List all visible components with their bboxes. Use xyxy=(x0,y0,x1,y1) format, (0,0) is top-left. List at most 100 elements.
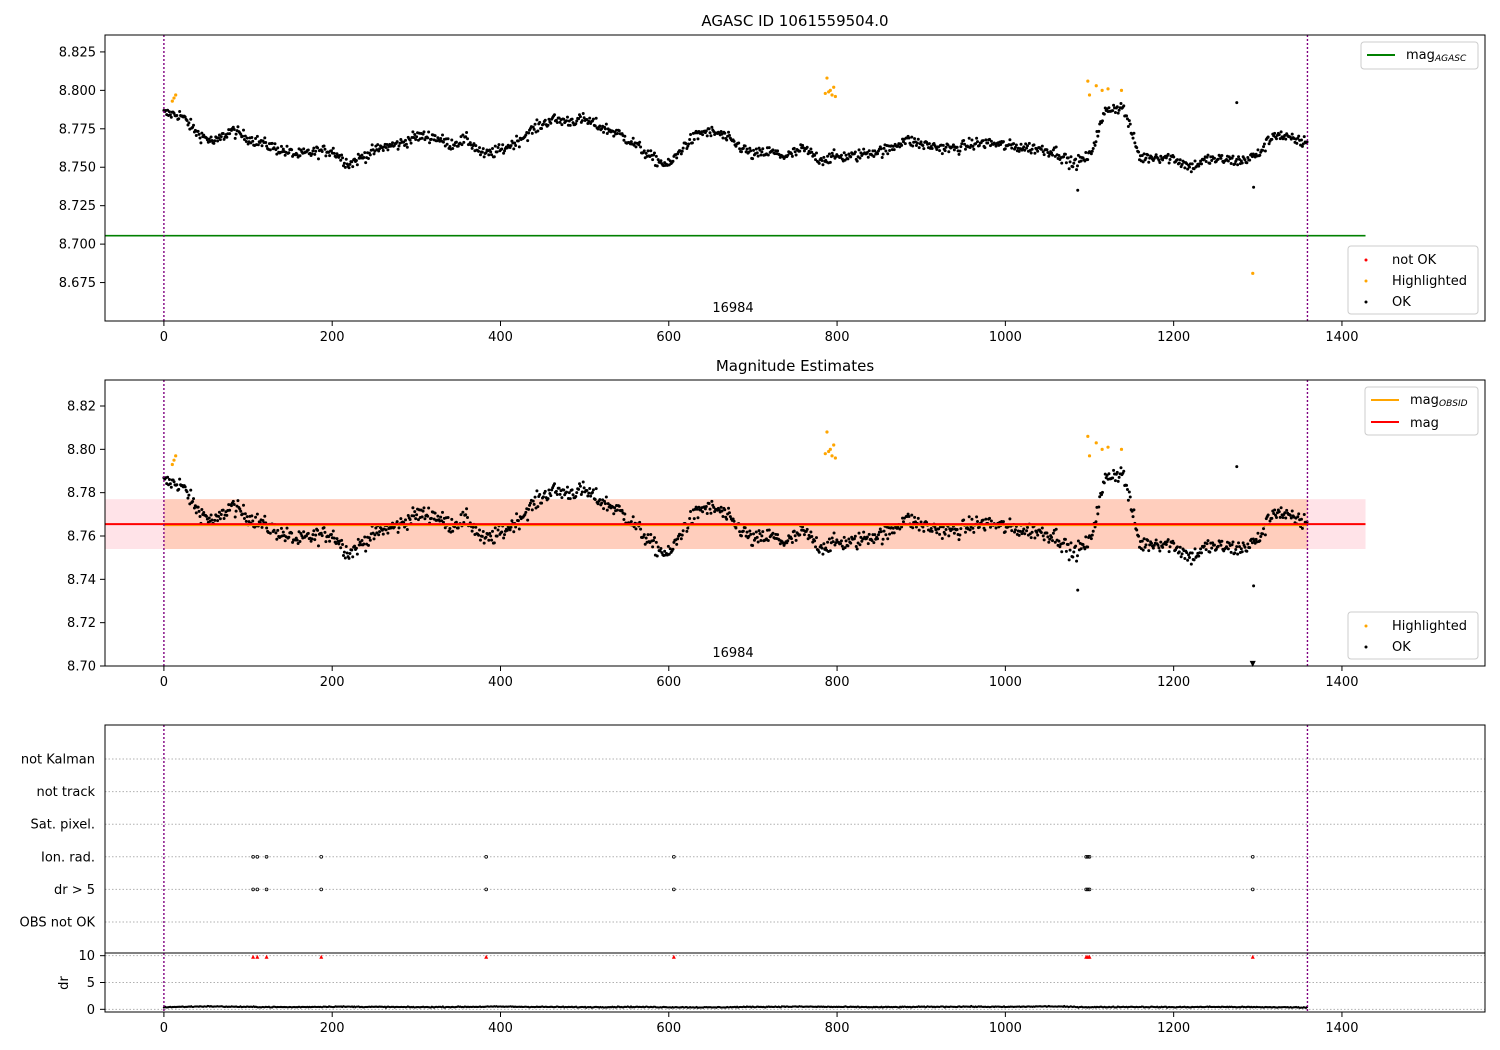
ok-point xyxy=(505,528,509,532)
ok-point xyxy=(450,138,454,142)
ok-point xyxy=(1046,535,1050,539)
ok-point xyxy=(1231,540,1235,544)
ok-point xyxy=(320,534,324,538)
ok-point xyxy=(732,519,736,523)
ok-point xyxy=(200,508,204,512)
ok-point xyxy=(1024,142,1028,146)
ok-point xyxy=(1285,508,1289,512)
ok-point xyxy=(588,486,592,490)
ytick-label: 8.74 xyxy=(67,573,96,588)
ok-point xyxy=(403,518,407,522)
highlighted-point xyxy=(172,458,176,462)
ok-point xyxy=(415,513,419,517)
ok-point xyxy=(900,525,904,529)
ok-point xyxy=(708,507,712,511)
ok-point xyxy=(546,497,550,501)
ok-point xyxy=(577,117,581,121)
ok-point xyxy=(386,148,390,152)
ok-point xyxy=(901,520,905,524)
ok-point xyxy=(933,525,937,529)
ok-point xyxy=(855,547,859,551)
panel-agasc-frame xyxy=(104,34,1486,322)
dr-outlier-marker xyxy=(264,954,269,959)
ok-point xyxy=(429,516,433,520)
ok-point xyxy=(1295,141,1299,145)
ok-point xyxy=(1172,155,1176,159)
ok-point xyxy=(528,503,532,507)
ok-point xyxy=(1060,161,1064,165)
ok-point xyxy=(1143,545,1147,549)
ok-point xyxy=(175,483,179,487)
ok-point xyxy=(832,531,836,535)
ytick-label: 8.800 xyxy=(59,84,96,99)
ok-point xyxy=(689,132,693,136)
ok-point xyxy=(543,118,547,122)
ok-point xyxy=(659,546,663,550)
ok-point xyxy=(951,143,955,147)
ok-point xyxy=(932,141,936,145)
ok-point xyxy=(474,525,478,529)
ok-point xyxy=(481,530,485,534)
ok-point xyxy=(1131,515,1135,519)
ok-point xyxy=(1290,132,1294,136)
ok-point xyxy=(1261,148,1265,152)
ok-point xyxy=(385,142,389,146)
ok-point xyxy=(1216,544,1220,548)
ok-point xyxy=(916,516,920,520)
ok-point xyxy=(697,505,701,509)
ok-point xyxy=(526,518,530,522)
ok-point xyxy=(541,122,545,126)
ok-point xyxy=(314,149,318,153)
ok-point xyxy=(1141,548,1145,552)
ok-point xyxy=(629,140,633,144)
panel-flags-plot-area xyxy=(105,725,1485,1012)
ok-point xyxy=(443,526,447,530)
ok-point xyxy=(679,152,683,156)
category-label: not Kalman xyxy=(21,753,95,768)
ok-point xyxy=(1187,553,1191,557)
ok-point xyxy=(1096,512,1100,516)
ok-point xyxy=(319,531,323,535)
ok-point xyxy=(439,515,443,519)
ok-point xyxy=(316,528,320,532)
ok-point xyxy=(546,123,550,127)
ok-point xyxy=(298,539,302,543)
ok-point xyxy=(941,143,945,147)
ok-point xyxy=(557,486,561,490)
ok-point xyxy=(1140,539,1144,543)
ok-point xyxy=(340,538,344,542)
ok-point xyxy=(1079,159,1083,163)
ok-point xyxy=(707,502,711,506)
ok-point xyxy=(1302,135,1306,139)
ok-point xyxy=(213,139,217,143)
ok-point xyxy=(974,142,978,146)
ok-point xyxy=(524,510,528,514)
ok-point xyxy=(935,148,939,152)
ok-point xyxy=(232,502,236,506)
ok-point xyxy=(591,488,595,492)
ok-point xyxy=(585,118,589,122)
ok-point xyxy=(549,121,553,125)
ok-point xyxy=(1270,137,1274,141)
ok-point xyxy=(408,518,412,522)
ok-point xyxy=(533,495,537,499)
ok-point xyxy=(1179,555,1183,559)
ok-point xyxy=(957,538,961,542)
ok-point xyxy=(741,146,745,150)
ok-point xyxy=(913,137,917,141)
ok-point xyxy=(242,517,246,521)
ok-point xyxy=(517,527,521,531)
ok-point xyxy=(276,146,280,150)
ok-point xyxy=(512,530,516,534)
ok-point xyxy=(275,152,279,156)
ok-point xyxy=(911,144,915,148)
flag-point xyxy=(1087,887,1092,892)
ok-point xyxy=(295,538,299,542)
ok-point xyxy=(200,131,204,135)
dr-ytick-label: 10 xyxy=(78,949,95,964)
ok-point xyxy=(930,147,934,151)
ok-point xyxy=(878,527,882,531)
ok-point xyxy=(858,156,862,160)
ok-point xyxy=(364,549,368,553)
ok-point xyxy=(1210,546,1214,550)
